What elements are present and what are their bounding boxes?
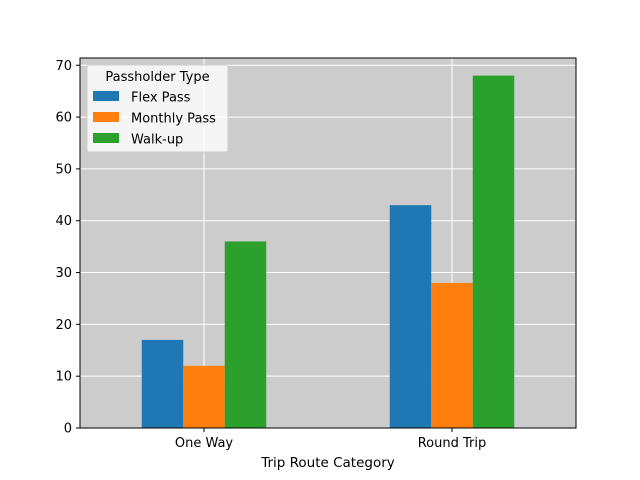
- y-tick-label: 0: [64, 422, 72, 437]
- legend-swatch: [93, 91, 119, 101]
- bar-walk-up-one-way: [224, 241, 267, 428]
- legend-title: Passholder Type: [105, 70, 209, 85]
- bar-monthly-pass-round-trip: [431, 282, 473, 428]
- x-axis: One Way Round Trip: [175, 428, 486, 451]
- legend-label: Monthly Pass: [131, 112, 216, 127]
- y-tick-label: 70: [55, 59, 72, 74]
- y-tick-label: 40: [55, 214, 72, 229]
- bar-walk-up-round-trip: [472, 75, 515, 428]
- x-axis-label: Trip Route Category: [260, 455, 395, 471]
- y-tick-label: 10: [55, 370, 72, 385]
- y-axis: 0 10 20 30 40 50 60 70: [55, 59, 80, 437]
- legend-swatch: [93, 133, 119, 143]
- bar-flex-pass-round-trip: [389, 205, 432, 428]
- bar-flex-pass-one-way: [141, 339, 184, 428]
- y-tick-label: 60: [55, 111, 72, 126]
- legend: Passholder Type Flex Pass Monthly Pass Wal…: [86, 64, 229, 153]
- plot-frame: [79, 57, 577, 429]
- y-tick-label: 30: [55, 266, 72, 281]
- y-tick-label: 50: [55, 162, 72, 177]
- legend-swatch: [93, 112, 119, 122]
- legend-items: Flex Pass Monthly Pass Walk-up: [93, 91, 216, 148]
- y-tick-label: 20: [55, 318, 72, 333]
- legend-label: Flex Pass: [131, 91, 191, 106]
- legend-label: Walk-up: [131, 133, 183, 148]
- bars-group: [141, 75, 515, 428]
- x-tick-label: One Way: [175, 436, 234, 451]
- x-tick-label: Round Trip: [418, 436, 487, 451]
- legend-box: [86, 64, 229, 153]
- bar-monthly-pass-one-way: [183, 365, 225, 428]
